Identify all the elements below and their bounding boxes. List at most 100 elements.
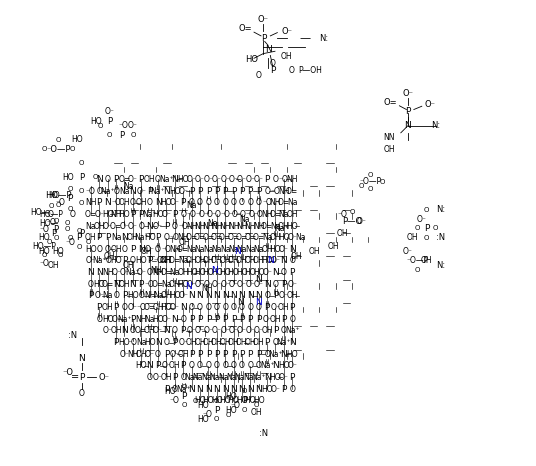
Text: O⁻: O⁻ bbox=[153, 373, 163, 382]
Text: NH: NH bbox=[203, 221, 214, 231]
Text: :N: :N bbox=[68, 331, 77, 340]
Text: P: P bbox=[289, 268, 295, 277]
Text: OH: OH bbox=[286, 210, 298, 219]
Text: O: O bbox=[46, 240, 51, 245]
Text: NH: NH bbox=[228, 221, 239, 231]
Text: N: N bbox=[211, 266, 218, 275]
Text: HO: HO bbox=[194, 268, 206, 277]
Text: P: P bbox=[231, 350, 236, 359]
Text: :N: :N bbox=[259, 429, 268, 438]
Text: HO: HO bbox=[261, 256, 273, 266]
Text: N: N bbox=[180, 303, 187, 312]
Text: O: O bbox=[205, 198, 211, 207]
Text: HO: HO bbox=[253, 396, 264, 405]
Text: ⁻O: ⁻O bbox=[178, 221, 188, 231]
Text: OH: OH bbox=[93, 221, 105, 231]
Text: O: O bbox=[189, 303, 195, 312]
Text: N: N bbox=[255, 291, 262, 301]
Text: HO: HO bbox=[85, 245, 96, 254]
Text: N: N bbox=[163, 326, 170, 336]
Text: O⁻: O⁻ bbox=[212, 175, 222, 184]
Text: HO: HO bbox=[90, 116, 101, 126]
Text: Na: Na bbox=[161, 280, 172, 289]
Text: Na⁺: Na⁺ bbox=[285, 326, 300, 336]
Text: O⁻: O⁻ bbox=[287, 280, 297, 289]
Text: P: P bbox=[214, 350, 219, 359]
Text: NH: NH bbox=[151, 266, 162, 275]
Text: P: P bbox=[147, 186, 152, 196]
Text: —: — bbox=[300, 33, 311, 43]
Text: N: N bbox=[265, 45, 271, 55]
Text: O: O bbox=[368, 186, 373, 192]
Text: N: N bbox=[237, 298, 243, 308]
Text: O=: O= bbox=[236, 233, 248, 242]
Text: O: O bbox=[424, 207, 429, 212]
Text: HO: HO bbox=[244, 396, 256, 405]
Text: O⁻: O⁻ bbox=[94, 291, 104, 301]
Text: P—O: P—O bbox=[342, 217, 362, 226]
Text: HO—P: HO—P bbox=[32, 242, 56, 252]
Text: Na: Na bbox=[262, 233, 272, 242]
Text: NH: NH bbox=[161, 256, 172, 266]
Text: Na⁺: Na⁺ bbox=[260, 361, 274, 370]
Text: N: N bbox=[78, 354, 85, 363]
Text: NH: NH bbox=[219, 221, 231, 231]
Text: O⁻: O⁻ bbox=[281, 27, 292, 36]
Text: O: O bbox=[49, 203, 54, 209]
Text: O=: O= bbox=[194, 233, 206, 242]
Text: N: N bbox=[289, 245, 296, 254]
Text: HO: HO bbox=[127, 291, 139, 301]
Text: P: P bbox=[239, 186, 244, 196]
Text: HO: HO bbox=[136, 256, 147, 266]
Text: NH: NH bbox=[253, 221, 264, 231]
Text: Na⁺: Na⁺ bbox=[277, 338, 291, 347]
Text: Na: Na bbox=[195, 245, 205, 254]
Text: O: O bbox=[242, 389, 248, 394]
Text: O: O bbox=[65, 226, 70, 232]
Text: N: N bbox=[255, 298, 262, 308]
Text: O⁻: O⁻ bbox=[425, 100, 436, 110]
Text: OH: OH bbox=[286, 291, 298, 301]
Text: P: P bbox=[77, 233, 82, 242]
Text: N: N bbox=[255, 384, 262, 394]
Text: P: P bbox=[405, 107, 411, 116]
Text: P: P bbox=[139, 210, 144, 219]
Text: O: O bbox=[155, 175, 161, 184]
Text: OH: OH bbox=[309, 247, 321, 256]
Text: ⁻O: ⁻O bbox=[195, 210, 205, 219]
Text: HO: HO bbox=[236, 268, 248, 277]
Text: O: O bbox=[205, 361, 211, 370]
Text: P: P bbox=[206, 350, 211, 359]
Text: O: O bbox=[414, 267, 420, 273]
Text: O=: O= bbox=[202, 233, 214, 242]
Text: P: P bbox=[114, 338, 119, 347]
Text: O⁻: O⁻ bbox=[279, 373, 289, 382]
Text: N: N bbox=[222, 384, 228, 394]
Text: O: O bbox=[272, 338, 278, 347]
Text: O: O bbox=[130, 256, 136, 266]
Text: O⁻: O⁻ bbox=[99, 373, 109, 382]
Text: N: N bbox=[155, 338, 161, 347]
Text: Na⁺: Na⁺ bbox=[176, 384, 190, 394]
Text: OH: OH bbox=[219, 256, 231, 266]
Text: OH: OH bbox=[236, 256, 248, 266]
Text: N: N bbox=[264, 373, 271, 382]
Text: O⁻: O⁻ bbox=[287, 361, 297, 370]
Text: O: O bbox=[239, 198, 245, 207]
Text: ⁻O: ⁻O bbox=[271, 186, 280, 196]
Text: O=: O= bbox=[269, 210, 281, 219]
Text: O⁻: O⁻ bbox=[195, 280, 205, 289]
Text: NH: NH bbox=[136, 315, 147, 324]
Text: HO: HO bbox=[186, 268, 197, 277]
Text: O⁻: O⁻ bbox=[111, 268, 121, 277]
Text: O: O bbox=[138, 221, 144, 231]
Text: O: O bbox=[214, 198, 220, 207]
Text: ⁻O: ⁻O bbox=[145, 280, 154, 289]
Text: O: O bbox=[239, 361, 245, 370]
Text: P: P bbox=[130, 210, 136, 219]
Text: N: N bbox=[197, 291, 203, 301]
Text: P: P bbox=[79, 373, 84, 382]
Text: O: O bbox=[197, 198, 203, 207]
Text: O=: O= bbox=[211, 233, 223, 242]
Text: HO—: HO— bbox=[39, 219, 58, 228]
